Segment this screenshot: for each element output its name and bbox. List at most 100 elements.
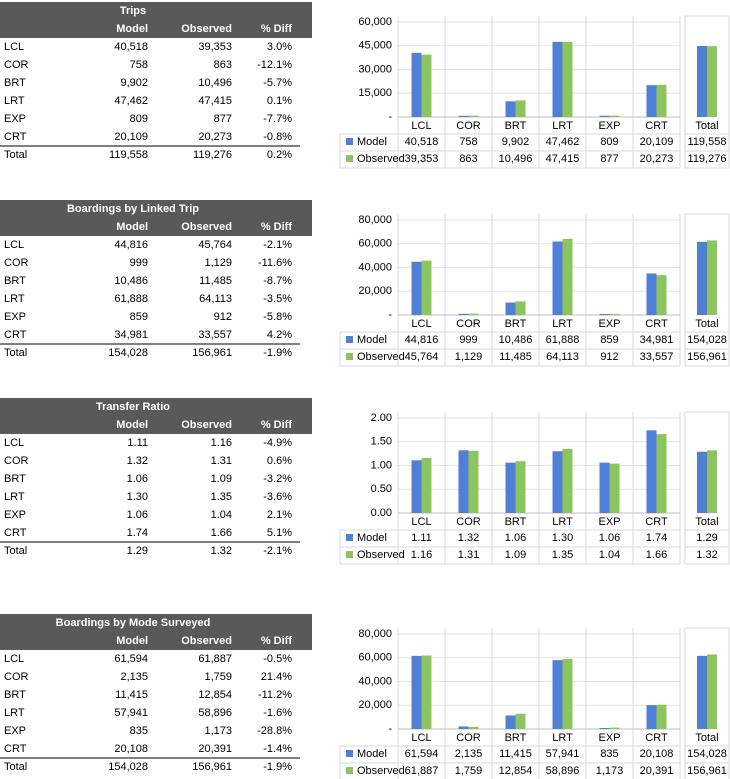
table-cell: 1.16 — [211, 437, 232, 449]
bar — [468, 313, 479, 315]
x-tick-label: CRT — [645, 732, 668, 744]
x-tick-label: CRT — [645, 120, 668, 132]
table-cell: 2,135 — [120, 671, 148, 683]
table-cell: LRT — [4, 95, 25, 107]
x-tick-label: COR — [456, 732, 481, 744]
table-cell: 1.30 — [127, 491, 148, 503]
column-header: Observed — [181, 23, 232, 35]
bar — [562, 448, 573, 513]
bar — [468, 450, 479, 513]
table-cell: 1.11 — [127, 437, 148, 449]
table-cell: 47,415 — [198, 95, 232, 107]
table-cell: 1.04 — [211, 509, 232, 521]
table-cell: -1.9% — [263, 347, 292, 359]
table-title: Transfer Ratio — [96, 401, 170, 413]
table-cell: 20,109 — [114, 131, 148, 143]
x-tick-label: COR — [456, 120, 481, 132]
data-table-value: 156,961 — [687, 765, 727, 777]
table-cell: 10,496 — [198, 77, 232, 89]
bar — [646, 85, 657, 117]
y-tick-label: 1.00 — [371, 459, 392, 471]
data-table-value: 11,415 — [499, 748, 532, 760]
x-tick-label: BRT — [505, 732, 527, 744]
x-tick-label: EXP — [598, 120, 620, 132]
data-table-value: 877 — [600, 153, 618, 165]
data-table-value: 34,981 — [640, 334, 674, 346]
table-cell: 2.1% — [267, 509, 292, 521]
column-header: Model — [116, 419, 148, 431]
table-cell: 39,353 — [198, 41, 232, 53]
bar — [505, 462, 516, 513]
data-table-value: 859 — [600, 334, 618, 346]
y-tick-label: 60,000 — [358, 16, 392, 28]
table-cell: 154,028 — [108, 347, 148, 359]
data-table-value: 1.31 — [458, 549, 479, 561]
table-cell: 5.1% — [267, 527, 292, 539]
data-table-value: 999 — [459, 334, 477, 346]
bar — [609, 727, 620, 729]
table-cell: EXP — [4, 311, 26, 323]
data-table-value: 40,518 — [405, 136, 439, 148]
data-table-value: 758 — [459, 136, 477, 148]
bar — [646, 273, 657, 315]
data-table-value: 61,888 — [546, 334, 580, 346]
x-tick-label: BRT — [505, 516, 527, 528]
table-cell: 1.29 — [127, 545, 148, 557]
y-tick-label: 60,000 — [358, 652, 392, 664]
table-header — [0, 614, 312, 650]
table-cell: 877 — [214, 113, 232, 125]
x-tick-label: Total — [695, 318, 718, 330]
data-table-value: 20,108 — [640, 748, 674, 760]
table-cell: Total — [4, 347, 27, 359]
bar — [458, 450, 469, 513]
column-header: Model — [116, 221, 148, 233]
y-tick-label: - — [388, 309, 392, 321]
bar — [468, 726, 479, 729]
data-table-value: 39,353 — [405, 153, 439, 165]
legend-label: Model — [357, 532, 387, 544]
table-cell: -12.1% — [257, 59, 292, 71]
x-tick-label: Total — [695, 516, 718, 528]
column-header: % Diff — [261, 419, 293, 431]
column-header: % Diff — [261, 221, 293, 233]
y-tick-label: 0.00 — [371, 507, 392, 519]
table-cell: -1.9% — [263, 761, 292, 773]
table-cell: -1.4% — [263, 743, 292, 755]
bar — [552, 451, 563, 513]
total-bar — [697, 451, 707, 513]
column-header: % Diff — [261, 23, 293, 35]
table-cell: Total — [4, 545, 27, 557]
table-cell: CRT — [4, 527, 27, 539]
data-table-value: 1.16 — [411, 549, 432, 561]
total-bar — [707, 654, 717, 729]
table-cell: 20,391 — [198, 743, 232, 755]
table-cell: BRT — [4, 473, 26, 485]
bar — [515, 100, 526, 117]
table-cell: -4.9% — [263, 437, 292, 449]
bar — [421, 457, 432, 513]
legend-label: Model — [357, 334, 387, 346]
table-cell: COR — [4, 671, 29, 683]
x-tick-label: LCL — [411, 120, 431, 132]
column-header: Model — [116, 635, 148, 647]
x-tick-label: LRT — [552, 318, 573, 330]
table-cell: 57,941 — [114, 707, 148, 719]
table-cell: -28.8% — [257, 725, 292, 737]
data-table-value: 61,887 — [405, 765, 439, 777]
data-table-value: 45,764 — [405, 351, 439, 363]
table-cell: -2.1% — [263, 545, 292, 557]
y-tick-label: 40,000 — [358, 675, 392, 687]
bar — [552, 241, 563, 315]
bar — [656, 275, 667, 315]
table-cell: 0.2% — [267, 149, 292, 161]
data-table-value: 1.29 — [696, 532, 717, 544]
total-panel — [684, 627, 730, 779]
data-table-value: 809 — [600, 136, 618, 148]
bar — [515, 461, 526, 513]
x-tick-label: COR — [456, 318, 481, 330]
table-cell: 156,961 — [192, 347, 232, 359]
table-cell: LRT — [4, 491, 25, 503]
bar — [552, 41, 563, 117]
table-cell: 11,415 — [115, 689, 148, 701]
